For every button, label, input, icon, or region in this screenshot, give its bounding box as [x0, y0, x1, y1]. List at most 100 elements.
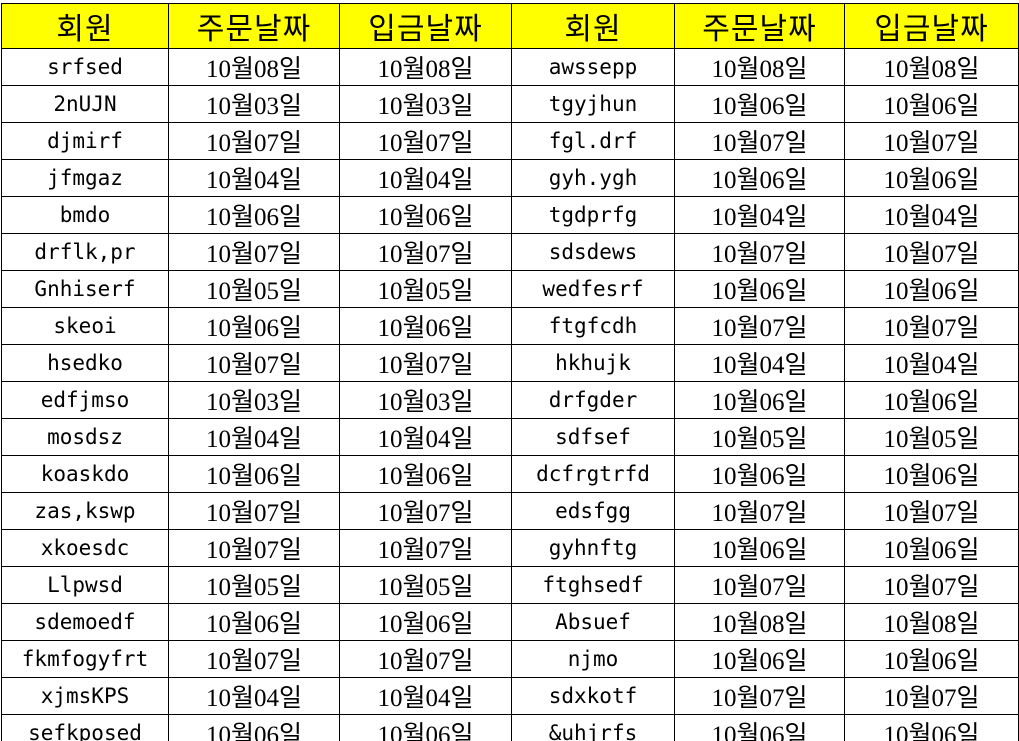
cell-order-date-right[interactable]: 10월06일: [674, 381, 845, 419]
cell-member-left[interactable]: skeoi: [1, 307, 169, 345]
cell-payment-date-left[interactable]: 10월08일: [339, 48, 512, 86]
cell-payment-date-right[interactable]: 10월06일: [844, 640, 1019, 678]
cell-member-left[interactable]: Gnhiserf: [1, 270, 169, 308]
cell-member-left[interactable]: srfsed: [1, 48, 169, 86]
cell-member-right[interactable]: edsfgg: [511, 492, 675, 530]
column-header-payment-date-left[interactable]: 입금날짜: [339, 3, 512, 49]
cell-payment-date-right[interactable]: 10월04일: [844, 196, 1019, 234]
cell-order-date-right[interactable]: 10월07일: [674, 233, 845, 271]
cell-payment-date-left[interactable]: 10월05일: [339, 566, 512, 604]
cell-member-right[interactable]: &uhjrfs: [511, 714, 675, 741]
cell-order-date-right[interactable]: 10월06일: [674, 714, 845, 741]
cell-order-date-right[interactable]: 10월06일: [674, 270, 845, 308]
cell-order-date-left[interactable]: 10월04일: [168, 418, 340, 456]
cell-member-right[interactable]: drfgder: [511, 381, 675, 419]
cell-order-date-right[interactable]: 10월07일: [674, 492, 845, 530]
cell-member-left[interactable]: hsedko: [1, 344, 169, 382]
cell-member-left[interactable]: bmdo: [1, 196, 169, 234]
cell-payment-date-right[interactable]: 10월07일: [844, 566, 1019, 604]
column-header-payment-date-right[interactable]: 입금날짜: [844, 3, 1019, 49]
cell-payment-date-left[interactable]: 10월05일: [339, 270, 512, 308]
cell-order-date-left[interactable]: 10월05일: [168, 270, 340, 308]
cell-member-right[interactable]: ftgfcdh: [511, 307, 675, 345]
cell-member-right[interactable]: sdsdews: [511, 233, 675, 271]
cell-payment-date-left[interactable]: 10월04일: [339, 418, 512, 456]
cell-member-left[interactable]: koaskdo: [1, 455, 169, 493]
cell-order-date-right[interactable]: 10월08일: [674, 48, 845, 86]
column-header-member-left[interactable]: 회원: [1, 3, 169, 49]
cell-payment-date-left[interactable]: 10월06일: [339, 714, 512, 741]
cell-payment-date-right[interactable]: 10월07일: [844, 233, 1019, 271]
cell-member-right[interactable]: tgdprfg: [511, 196, 675, 234]
cell-member-left[interactable]: jfmgaz: [1, 159, 169, 197]
cell-member-right[interactable]: gyhnftg: [511, 529, 675, 567]
cell-payment-date-left[interactable]: 10월07일: [339, 344, 512, 382]
cell-member-left[interactable]: sefkposed: [1, 714, 169, 741]
column-header-order-date-left[interactable]: 주문날짜: [168, 3, 340, 49]
cell-order-date-left[interactable]: 10월06일: [168, 603, 340, 641]
cell-member-left[interactable]: edfjmso: [1, 381, 169, 419]
cell-payment-date-right[interactable]: 10월06일: [844, 381, 1019, 419]
cell-payment-date-left[interactable]: 10월04일: [339, 677, 512, 715]
cell-member-right[interactable]: sdxkotf: [511, 677, 675, 715]
cell-order-date-right[interactable]: 10월06일: [674, 455, 845, 493]
cell-order-date-left[interactable]: 10월05일: [168, 566, 340, 604]
cell-payment-date-right[interactable]: 10월06일: [844, 529, 1019, 567]
cell-member-right[interactable]: Absuef: [511, 603, 675, 641]
cell-payment-date-right[interactable]: 10월07일: [844, 307, 1019, 345]
cell-order-date-right[interactable]: 10월06일: [674, 85, 845, 123]
cell-member-left[interactable]: 2nUJN: [1, 85, 169, 123]
cell-payment-date-left[interactable]: 10월07일: [339, 122, 512, 160]
cell-order-date-left[interactable]: 10월07일: [168, 640, 340, 678]
cell-payment-date-right[interactable]: 10월05일: [844, 418, 1019, 456]
cell-order-date-right[interactable]: 10월06일: [674, 159, 845, 197]
cell-order-date-right[interactable]: 10월06일: [674, 529, 845, 567]
cell-payment-date-left[interactable]: 10월06일: [339, 196, 512, 234]
cell-payment-date-right[interactable]: 10월06일: [844, 85, 1019, 123]
cell-member-left[interactable]: mosdsz: [1, 418, 169, 456]
cell-member-right[interactable]: wedfesrf: [511, 270, 675, 308]
cell-payment-date-left[interactable]: 10월03일: [339, 85, 512, 123]
cell-order-date-left[interactable]: 10월03일: [168, 381, 340, 419]
cell-member-left[interactable]: xjmsKPS: [1, 677, 169, 715]
cell-payment-date-right[interactable]: 10월06일: [844, 455, 1019, 493]
cell-order-date-left[interactable]: 10월07일: [168, 122, 340, 160]
cell-payment-date-left[interactable]: 10월06일: [339, 603, 512, 641]
cell-member-left[interactable]: drflk,pr: [1, 233, 169, 271]
cell-order-date-right[interactable]: 10월07일: [674, 677, 845, 715]
cell-order-date-left[interactable]: 10월06일: [168, 714, 340, 741]
cell-order-date-right[interactable]: 10월07일: [674, 307, 845, 345]
cell-order-date-left[interactable]: 10월03일: [168, 85, 340, 123]
cell-payment-date-left[interactable]: 10월06일: [339, 307, 512, 345]
cell-order-date-right[interactable]: 10월08일: [674, 603, 845, 641]
cell-member-left[interactable]: sdemoedf: [1, 603, 169, 641]
cell-member-left[interactable]: djmirf: [1, 122, 169, 160]
cell-order-date-right[interactable]: 10월04일: [674, 344, 845, 382]
cell-member-left[interactable]: fkmfogyfrt: [1, 640, 169, 678]
cell-payment-date-left[interactable]: 10월07일: [339, 640, 512, 678]
cell-payment-date-right[interactable]: 10월08일: [844, 48, 1019, 86]
cell-order-date-left[interactable]: 10월06일: [168, 196, 340, 234]
cell-payment-date-right[interactable]: 10월07일: [844, 122, 1019, 160]
cell-payment-date-right[interactable]: 10월08일: [844, 603, 1019, 641]
cell-member-right[interactable]: sdfsef: [511, 418, 675, 456]
cell-member-right[interactable]: ftghsedf: [511, 566, 675, 604]
cell-payment-date-left[interactable]: 10월07일: [339, 233, 512, 271]
cell-payment-date-left[interactable]: 10월07일: [339, 492, 512, 530]
cell-order-date-right[interactable]: 10월07일: [674, 122, 845, 160]
cell-payment-date-right[interactable]: 10월07일: [844, 492, 1019, 530]
cell-member-right[interactable]: hkhujk: [511, 344, 675, 382]
column-header-order-date-right[interactable]: 주문날짜: [674, 3, 845, 49]
cell-order-date-right[interactable]: 10월04일: [674, 196, 845, 234]
cell-order-date-left[interactable]: 10월04일: [168, 677, 340, 715]
cell-payment-date-right[interactable]: 10월04일: [844, 344, 1019, 382]
cell-order-date-left[interactable]: 10월07일: [168, 529, 340, 567]
cell-payment-date-left[interactable]: 10월04일: [339, 159, 512, 197]
cell-order-date-left[interactable]: 10월07일: [168, 492, 340, 530]
cell-order-date-right[interactable]: 10월05일: [674, 418, 845, 456]
cell-member-right[interactable]: awssepp: [511, 48, 675, 86]
cell-order-date-left[interactable]: 10월07일: [168, 233, 340, 271]
cell-member-left[interactable]: zas,kswp: [1, 492, 169, 530]
cell-member-right[interactable]: tgyjhun: [511, 85, 675, 123]
cell-member-right[interactable]: dcfrgtrfd: [511, 455, 675, 493]
